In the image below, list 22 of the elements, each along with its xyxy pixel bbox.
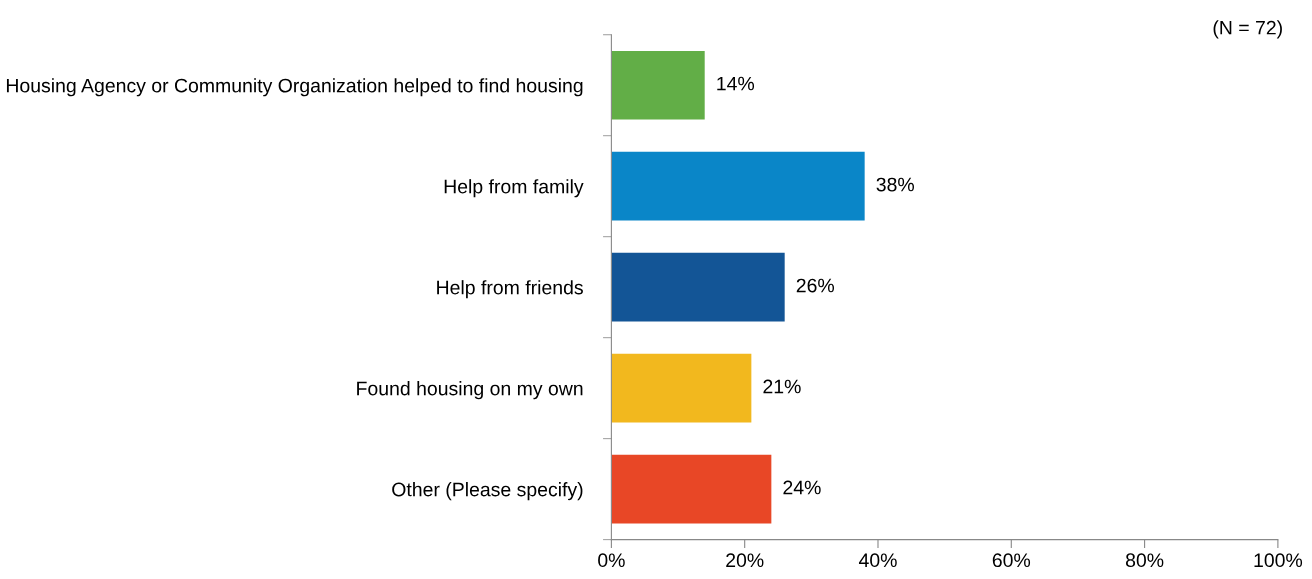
y-tick-label: Help from family xyxy=(444,179,584,198)
x-tick-label: 0% xyxy=(598,553,625,568)
bar xyxy=(611,353,752,423)
data-label: 38% xyxy=(876,177,914,192)
data-label: 14% xyxy=(717,76,755,91)
y-tick-label: Housing Agency or Community Organization helped to find housing xyxy=(6,78,583,97)
x-tick-label: 100% xyxy=(1254,553,1303,568)
x-tick-label: 20% xyxy=(726,553,764,568)
data-label: 21% xyxy=(763,379,801,394)
x-tick-label: 60% xyxy=(992,553,1031,568)
bar xyxy=(611,151,865,221)
data-label: 24% xyxy=(783,480,821,495)
y-tick-label: Other (Please specify) xyxy=(392,482,583,501)
bar xyxy=(611,252,785,322)
bar xyxy=(611,50,705,120)
y-tick-label: Found housing on my own xyxy=(357,381,583,400)
data-label: 26% xyxy=(796,278,835,293)
x-tick-label: 40% xyxy=(858,553,897,568)
y-tick-label: Help from friends xyxy=(437,280,583,299)
x-tick-label: 80% xyxy=(1125,553,1164,568)
annotation: (N = 72) xyxy=(1213,20,1282,39)
bar xyxy=(611,454,772,524)
